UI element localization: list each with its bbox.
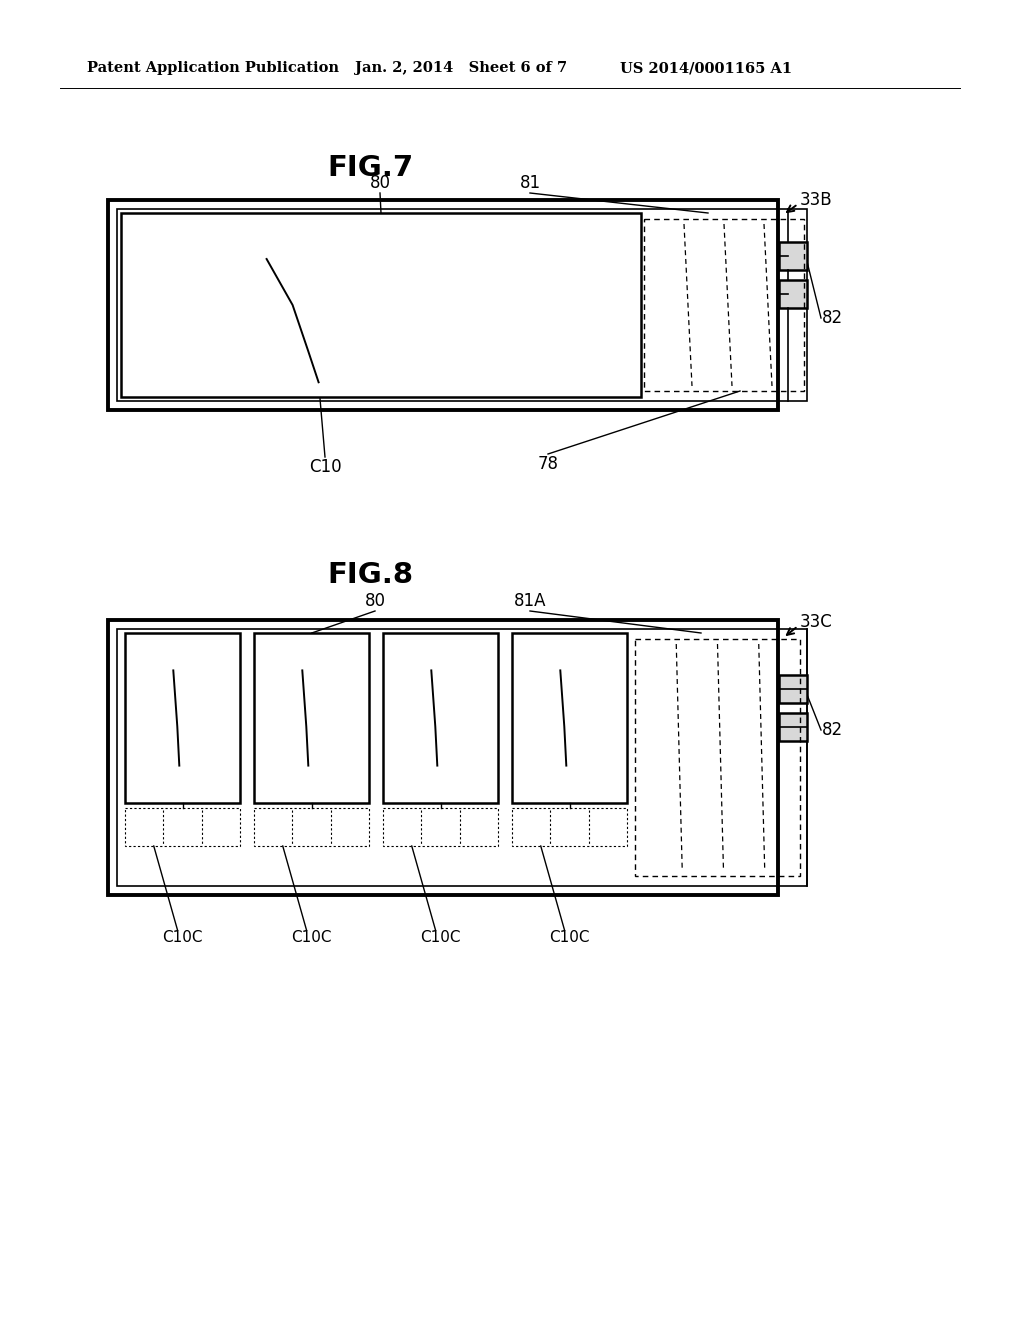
Bar <box>512 808 627 846</box>
Text: FIG.8: FIG.8 <box>327 561 413 589</box>
Text: 33C: 33C <box>800 612 833 631</box>
Bar <box>117 209 807 401</box>
Text: 82: 82 <box>822 309 843 327</box>
Bar <box>121 213 641 397</box>
Bar <box>383 808 498 846</box>
Bar <box>125 634 240 803</box>
Bar <box>108 201 778 411</box>
Bar <box>512 634 627 803</box>
Text: C10: C10 <box>308 458 341 477</box>
Text: 81A: 81A <box>514 591 546 610</box>
Text: 33B: 33B <box>800 191 833 209</box>
Bar <box>779 675 807 704</box>
Text: C10C: C10C <box>162 929 203 945</box>
Text: C10C: C10C <box>549 929 590 945</box>
Bar <box>254 808 369 846</box>
Text: C10C: C10C <box>420 929 461 945</box>
Bar <box>254 634 369 803</box>
Bar <box>779 242 807 271</box>
Text: 82: 82 <box>822 721 843 739</box>
Bar <box>779 280 807 308</box>
Text: Patent Application Publication: Patent Application Publication <box>87 61 339 75</box>
Text: 78: 78 <box>538 455 558 473</box>
Bar <box>779 713 807 741</box>
Bar <box>108 620 778 895</box>
Text: 81: 81 <box>519 174 541 191</box>
Text: US 2014/0001165 A1: US 2014/0001165 A1 <box>620 61 793 75</box>
Text: 80: 80 <box>365 591 385 610</box>
Text: 80: 80 <box>370 174 390 191</box>
Text: Jan. 2, 2014   Sheet 6 of 7: Jan. 2, 2014 Sheet 6 of 7 <box>355 61 567 75</box>
Bar <box>125 808 240 846</box>
Bar <box>644 219 804 391</box>
Bar <box>635 639 800 876</box>
Bar <box>117 630 807 886</box>
Bar <box>383 634 498 803</box>
Text: FIG.7: FIG.7 <box>327 154 413 182</box>
Text: C10C: C10C <box>291 929 332 945</box>
